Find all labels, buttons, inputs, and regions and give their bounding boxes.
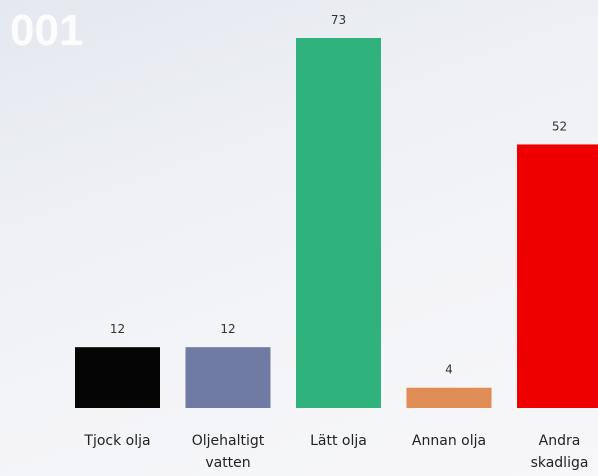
value-label: 73 (331, 13, 346, 27)
x-tick-label: Annan olja (411, 433, 487, 449)
bar (75, 347, 160, 408)
value-label: 52 (552, 119, 567, 133)
value-label: 12 (110, 322, 125, 336)
bar (406, 387, 492, 408)
value-label: 4 (445, 363, 453, 377)
bar (296, 38, 381, 408)
chart-title: 001 (10, 6, 84, 55)
bar (185, 347, 271, 408)
x-tick-label: Tjock olja (84, 433, 151, 449)
bar (517, 144, 598, 408)
x-tick-label: Andra skadliga (530, 433, 589, 471)
value-label: 12 (220, 322, 235, 336)
x-tick-label: Lätt olja (310, 433, 367, 449)
x-tick-label: Oljehaltigt vatten (191, 433, 265, 471)
